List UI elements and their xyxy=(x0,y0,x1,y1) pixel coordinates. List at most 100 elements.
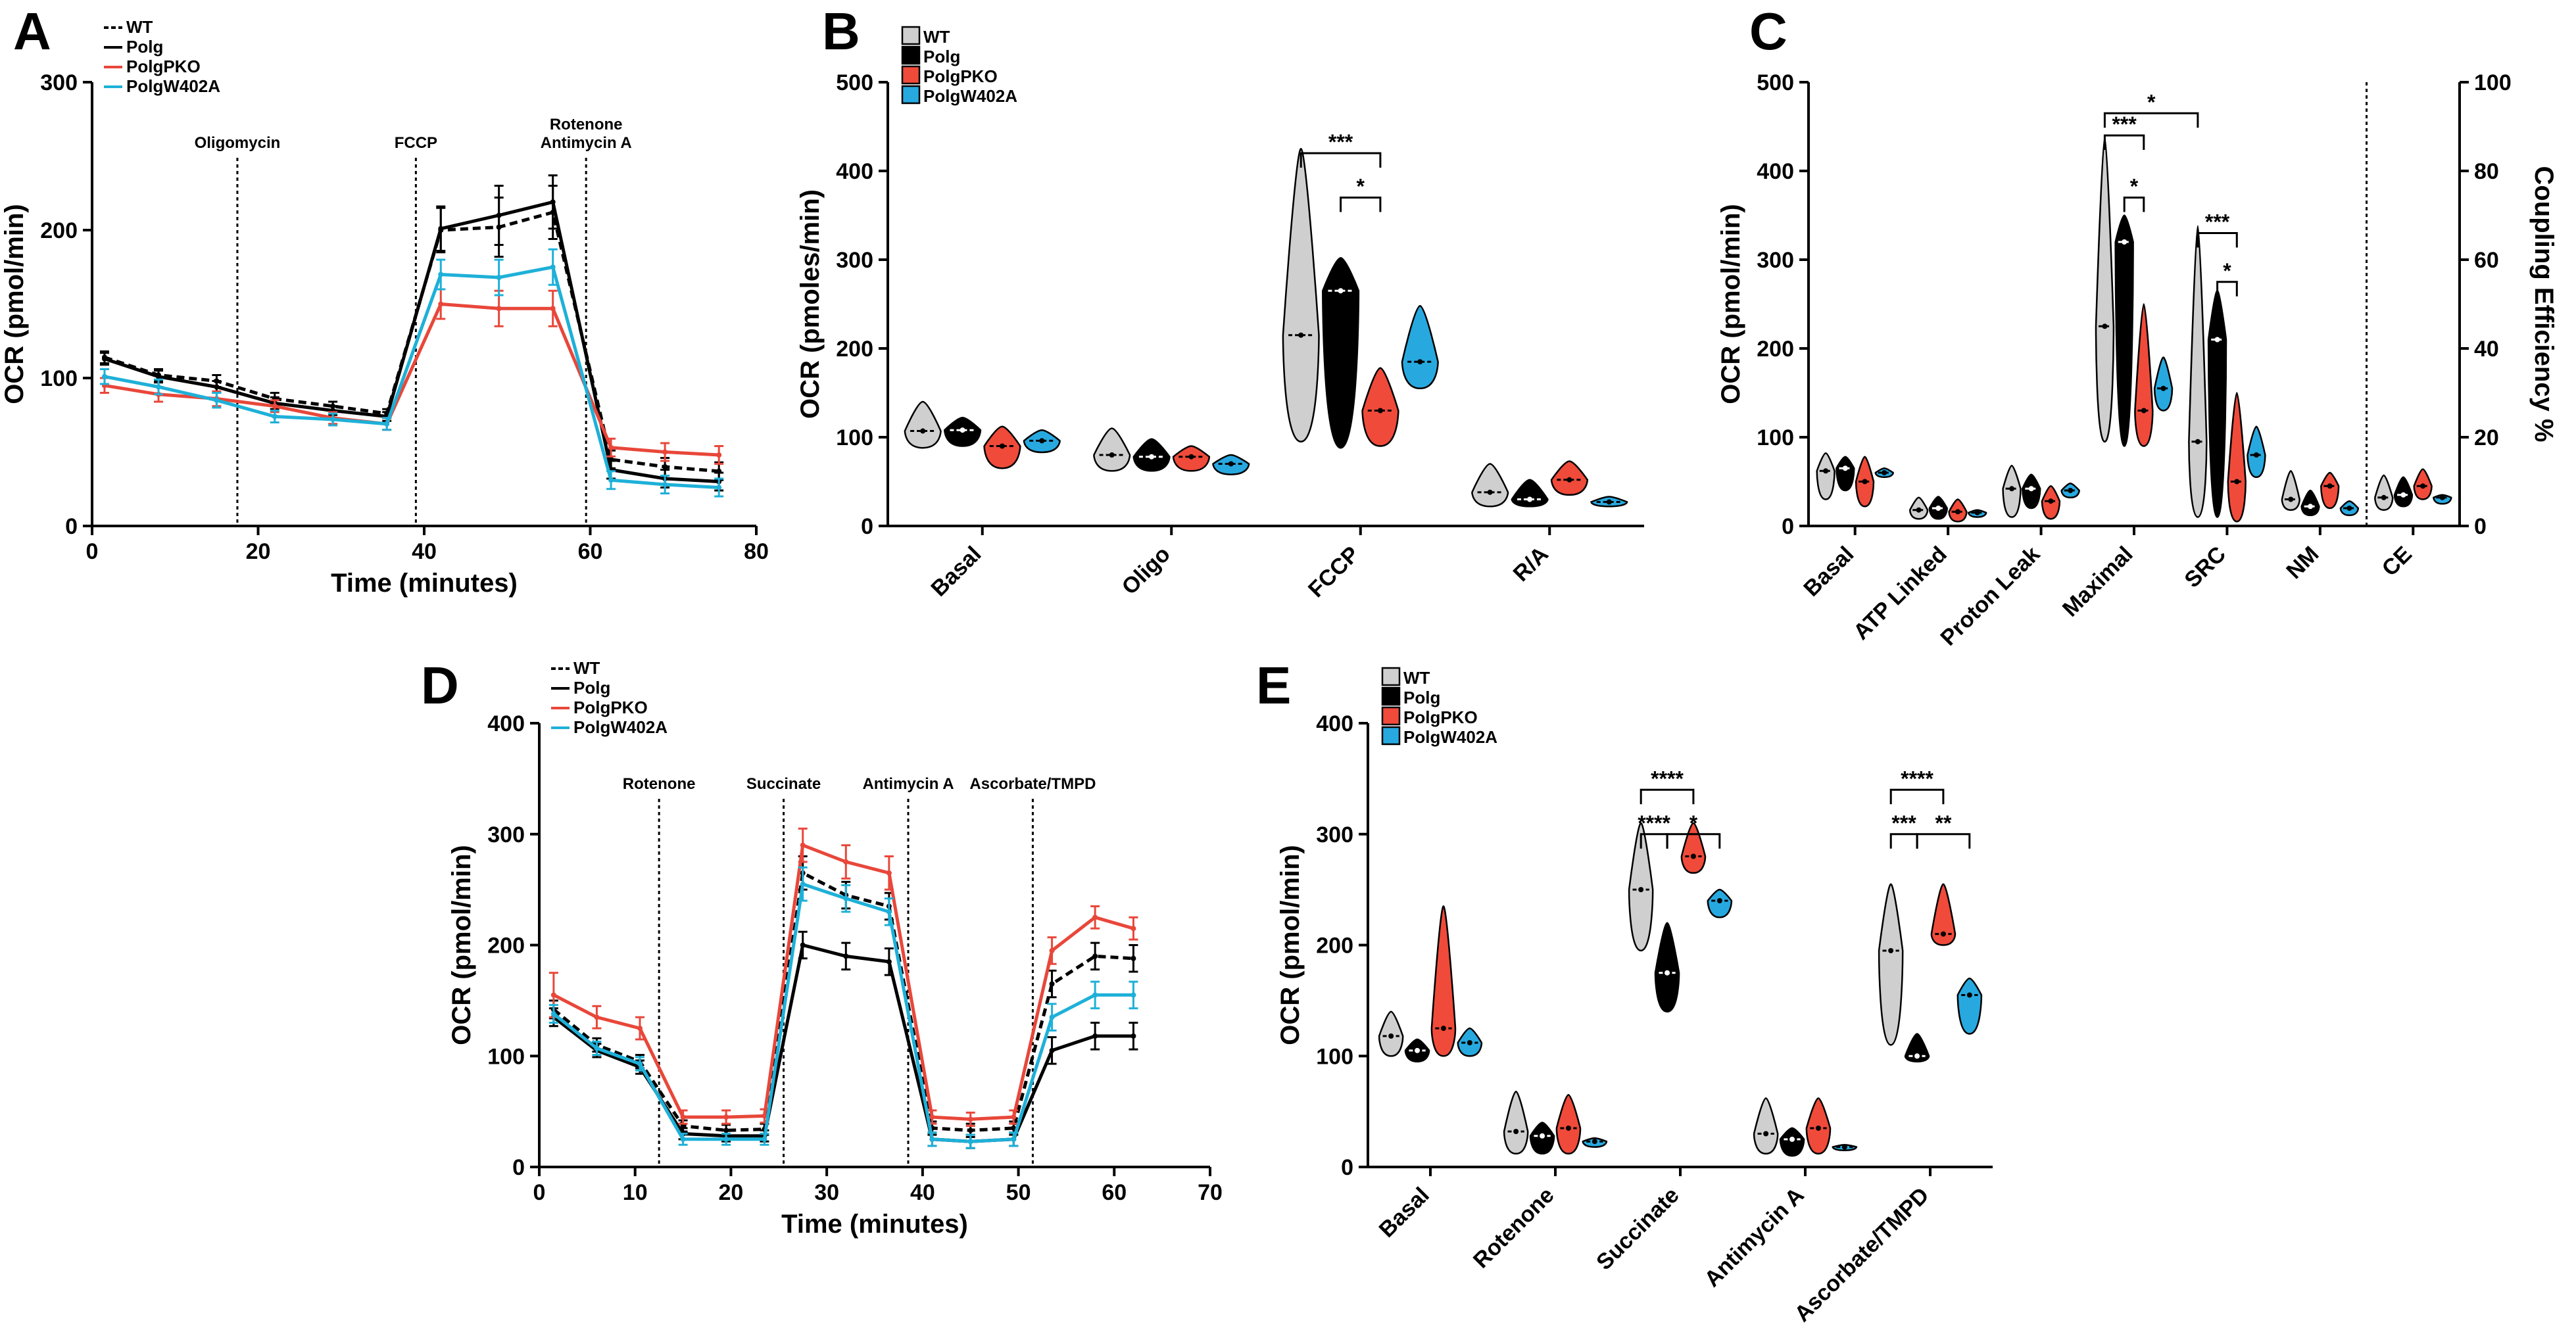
violin-point xyxy=(1298,332,1304,338)
data-point xyxy=(762,1136,767,1142)
y-tick-label: 300 xyxy=(40,70,78,95)
violin-point xyxy=(2102,323,2108,329)
data-point xyxy=(929,1136,935,1142)
x-tick-label: 10 xyxy=(623,1180,648,1205)
violin-polgpko xyxy=(2320,471,2340,510)
legend-label-polgw402a: PolgW402A xyxy=(923,86,1017,106)
x-tick-label: 80 xyxy=(744,539,769,564)
data-point xyxy=(594,1045,600,1051)
data-point xyxy=(214,397,220,403)
legend-label-polgpko: PolgPKO xyxy=(1403,707,1478,727)
data-point xyxy=(101,356,107,362)
violin-point xyxy=(1606,499,1612,505)
panel-letter: C xyxy=(1749,2,1787,60)
x-tick-label: R/A xyxy=(1509,542,1553,586)
y-tick-label: 0 xyxy=(1782,514,1794,539)
significance-label: *** xyxy=(2112,112,2137,136)
violin-point xyxy=(1974,510,1980,515)
violin-point xyxy=(2288,496,2294,502)
legend-swatch-polgw402a xyxy=(901,85,921,105)
violin-point xyxy=(960,427,965,433)
y-tick-label: 100 xyxy=(1316,1044,1353,1069)
data-point xyxy=(680,1136,686,1142)
violin-polgw402a xyxy=(2153,356,2174,412)
violin-point xyxy=(1592,1139,1597,1145)
violin-point xyxy=(2346,506,2352,511)
data-point xyxy=(496,306,502,312)
y-tick-label: 300 xyxy=(487,822,525,847)
violin-polgw402a xyxy=(1401,304,1439,390)
x-tick-label: Proton Leak xyxy=(1935,542,2045,651)
violin-point xyxy=(1417,359,1423,365)
violin-wt xyxy=(1628,822,1654,952)
data-point xyxy=(716,485,722,490)
violin-point xyxy=(1565,1125,1571,1131)
violin-point xyxy=(1149,454,1155,460)
data-point xyxy=(662,482,668,487)
data-point xyxy=(330,417,336,422)
significance-label: **** xyxy=(1651,767,1684,790)
legend-swatch-polgpko xyxy=(901,65,921,85)
significance-bracket xyxy=(1916,833,1971,849)
violin-polg xyxy=(2207,290,2227,518)
x-tick-label: 20 xyxy=(719,1180,744,1205)
data-point xyxy=(843,895,849,901)
significance-bracket xyxy=(1889,833,1918,849)
data-point xyxy=(156,384,161,390)
violin-polgpko xyxy=(1930,883,1956,946)
data-point xyxy=(101,373,107,379)
significance-label: **** xyxy=(1638,811,1670,835)
data-point xyxy=(496,212,502,218)
legend-label-polg: Polg xyxy=(126,37,163,57)
violin-point xyxy=(1935,506,1941,511)
x-tick-label: Ascorbate/TMPD xyxy=(1789,1183,1933,1327)
data-point xyxy=(1092,915,1098,920)
legend-label-wt: WT xyxy=(126,17,153,37)
data-point xyxy=(384,421,390,427)
violin-point xyxy=(1487,489,1493,495)
violin-point xyxy=(1388,1033,1394,1039)
legend-label-polgpko: PolgPKO xyxy=(126,57,201,76)
violin-point xyxy=(2234,479,2240,485)
violin-point xyxy=(1955,509,1960,515)
y-tick-label: 400 xyxy=(1316,711,1353,736)
y-tick-label: 400 xyxy=(487,711,525,736)
x-tick-label: FCCP xyxy=(1303,542,1364,602)
significance-label: *** xyxy=(1891,811,1916,835)
panel-B: B 0 100 200 300 400 500 OCR (pmoles/min) Basal Ol… xyxy=(796,2,1644,602)
violin-point xyxy=(2122,239,2127,245)
data-point xyxy=(550,992,556,998)
violin-point xyxy=(2400,492,2406,498)
x-tick-label: Oligo xyxy=(1117,542,1175,600)
data-point xyxy=(662,464,668,469)
y-tick-label: 100 xyxy=(1757,425,1794,450)
data-point xyxy=(716,452,722,458)
data-point xyxy=(886,909,892,915)
violin-polg xyxy=(1654,922,1680,1013)
x-tick-label: ATP Linked xyxy=(1849,542,1952,645)
violin-point xyxy=(2308,504,2314,510)
significance-label: * xyxy=(1689,811,1698,835)
y-tick-label: 200 xyxy=(1316,934,1353,959)
x-tick-label: 40 xyxy=(910,1180,935,1205)
data-point xyxy=(800,881,806,887)
significance-bracket xyxy=(1340,197,1382,212)
x-tick-label: Succinate xyxy=(1592,1183,1684,1275)
significance-bracket xyxy=(1666,833,1721,849)
y2-tick-label: 80 xyxy=(2474,159,2499,184)
violin-point xyxy=(1567,477,1572,483)
violin-point xyxy=(1940,931,1946,937)
x-tick-label: 20 xyxy=(246,539,271,564)
injection-label: Rotenone xyxy=(623,775,696,793)
data-point xyxy=(1011,1114,1017,1120)
violin-wt xyxy=(2188,225,2208,518)
violin-point xyxy=(2048,498,2054,504)
y-tick-label: 300 xyxy=(836,248,873,273)
significance-label: * xyxy=(2147,90,2156,114)
injection-label: FCCP xyxy=(395,134,437,152)
x-tick-label: Basal xyxy=(1374,1183,1434,1243)
violin-polg xyxy=(2300,489,2320,517)
y-axis-title: OCR (pmol/min) xyxy=(0,204,29,404)
significance-label: * xyxy=(2223,259,2231,283)
injection-label: Antimycin A xyxy=(862,775,954,793)
